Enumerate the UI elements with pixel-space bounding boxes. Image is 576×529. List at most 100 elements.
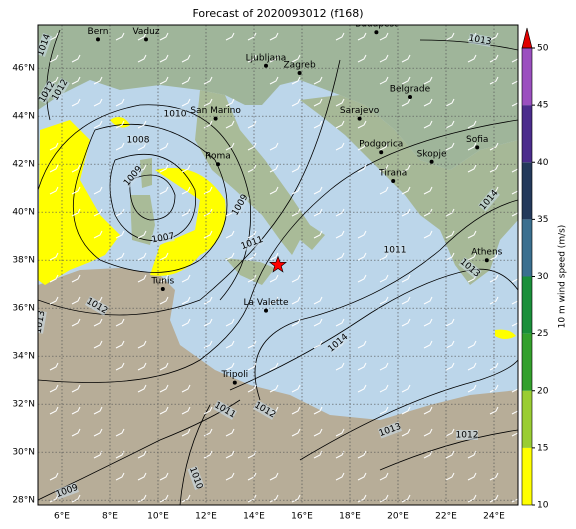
- wind-barb: [357, 252, 367, 261]
- isobar-label-bg: [187, 465, 205, 491]
- wind-barb: [423, 186, 433, 195]
- city-label: Zagreb: [284, 61, 316, 71]
- wind-barb: [291, 54, 301, 63]
- wind-barb: [115, 340, 125, 349]
- wind-barb: [423, 208, 433, 217]
- wind-barb: [181, 406, 191, 415]
- isobar-label-bg: [38, 79, 57, 105]
- wind-barb: [225, 98, 235, 107]
- wind-barb: [489, 384, 499, 393]
- wind-barb: [401, 186, 411, 195]
- map-area: 1014101210101008100910071009101110121013…: [38, 25, 518, 505]
- wind-barb: [445, 98, 455, 107]
- wind-barb: [511, 299, 518, 305]
- wind-barb: [357, 494, 367, 503]
- city-dot: [160, 287, 165, 291]
- wind-barb: [313, 208, 323, 217]
- wind-barb: [291, 428, 301, 437]
- isobar-label-bg: [38, 310, 47, 334]
- wind-barb: [467, 340, 477, 349]
- wind-barb: [335, 428, 345, 437]
- colorbar-band: [522, 390, 532, 448]
- isobar: [129, 174, 176, 221]
- wind-barb: [445, 142, 455, 151]
- wind-barb: [489, 406, 499, 415]
- wind-barb: [489, 54, 499, 63]
- colorbar-tick-label: 35: [537, 215, 548, 225]
- lon-tick-label: 16°E: [291, 512, 313, 522]
- wind-barb: [115, 142, 125, 151]
- wind-barb: [115, 362, 125, 371]
- wind-barb: [159, 186, 169, 195]
- city-label: Tirana: [378, 169, 407, 179]
- wind-barb: [423, 76, 433, 85]
- isobar-label-bg: [478, 188, 500, 212]
- wind-barb: [467, 230, 477, 239]
- isobar-label-bg: [456, 430, 478, 440]
- wind-barb: [181, 186, 191, 195]
- wind-barb: [71, 494, 81, 503]
- colorbar-tick-label: 45: [537, 101, 548, 111]
- wind-barb: [225, 32, 235, 41]
- wind-barb: [269, 472, 279, 481]
- wind-barb: [49, 384, 59, 393]
- city-dot: [379, 150, 384, 155]
- wind-barb: [93, 318, 103, 327]
- wind-barb: [137, 120, 147, 129]
- wind-barb: [423, 230, 433, 239]
- wind-barb: [401, 318, 411, 327]
- land-italy: [195, 90, 325, 255]
- wind-barb: [357, 274, 367, 283]
- city-label: Roma: [205, 152, 231, 162]
- isobar-label-bg: [50, 77, 70, 103]
- isobar-label-bg: [151, 231, 175, 245]
- wind-barb: [115, 98, 125, 107]
- wind-barb: [49, 186, 59, 195]
- wind-barb: [225, 318, 235, 327]
- wind-barb: [445, 208, 455, 217]
- wind-patch: [38, 120, 120, 285]
- wind-barb: [467, 384, 477, 393]
- city-dot: [475, 145, 480, 150]
- wind-barb: [159, 54, 169, 63]
- wind-barb: [269, 32, 279, 41]
- wind-barb: [269, 164, 279, 173]
- wind-barb: [71, 274, 81, 283]
- wind-barb: [467, 164, 477, 173]
- city-dot: [96, 37, 100, 42]
- wind-barb: [137, 472, 147, 481]
- lat-tick-label: 32°N: [12, 400, 35, 410]
- wind-barb: [137, 384, 147, 393]
- wind-barb: [401, 274, 411, 283]
- wind-barb: [137, 252, 147, 261]
- lon-tick-label: 20°E: [387, 512, 409, 522]
- wind-barb: [269, 142, 279, 151]
- colorbar-tick-label: 25: [537, 329, 548, 339]
- wind-barb: [511, 409, 518, 415]
- wind-barb: [247, 362, 257, 371]
- isobar-label-bg: [230, 192, 250, 218]
- wind-barb: [489, 142, 499, 151]
- wind-barb: [313, 296, 323, 305]
- wind-barb: [203, 406, 213, 415]
- wind-barb: [49, 472, 59, 481]
- wind-barb: [335, 32, 345, 41]
- wind-barb: [357, 384, 367, 393]
- wind-barb: [489, 164, 499, 173]
- wind-barb: [313, 120, 323, 129]
- city-dot: [429, 159, 434, 164]
- wind-barb: [467, 120, 477, 129]
- colorbar-band: [522, 447, 532, 505]
- wind-barb: [115, 230, 125, 239]
- lon-tick-label: 12°E: [195, 512, 217, 522]
- colorbar-band: [522, 162, 532, 220]
- isobar-label-bg: [326, 332, 350, 354]
- wind-barb: [445, 32, 455, 41]
- city-label: San Marino: [190, 106, 241, 116]
- isobar-label-bg: [468, 33, 492, 47]
- wind-barb: [137, 362, 147, 371]
- land-corsica: [140, 158, 152, 188]
- city-dot: [216, 162, 220, 167]
- wind-barb: [335, 230, 345, 239]
